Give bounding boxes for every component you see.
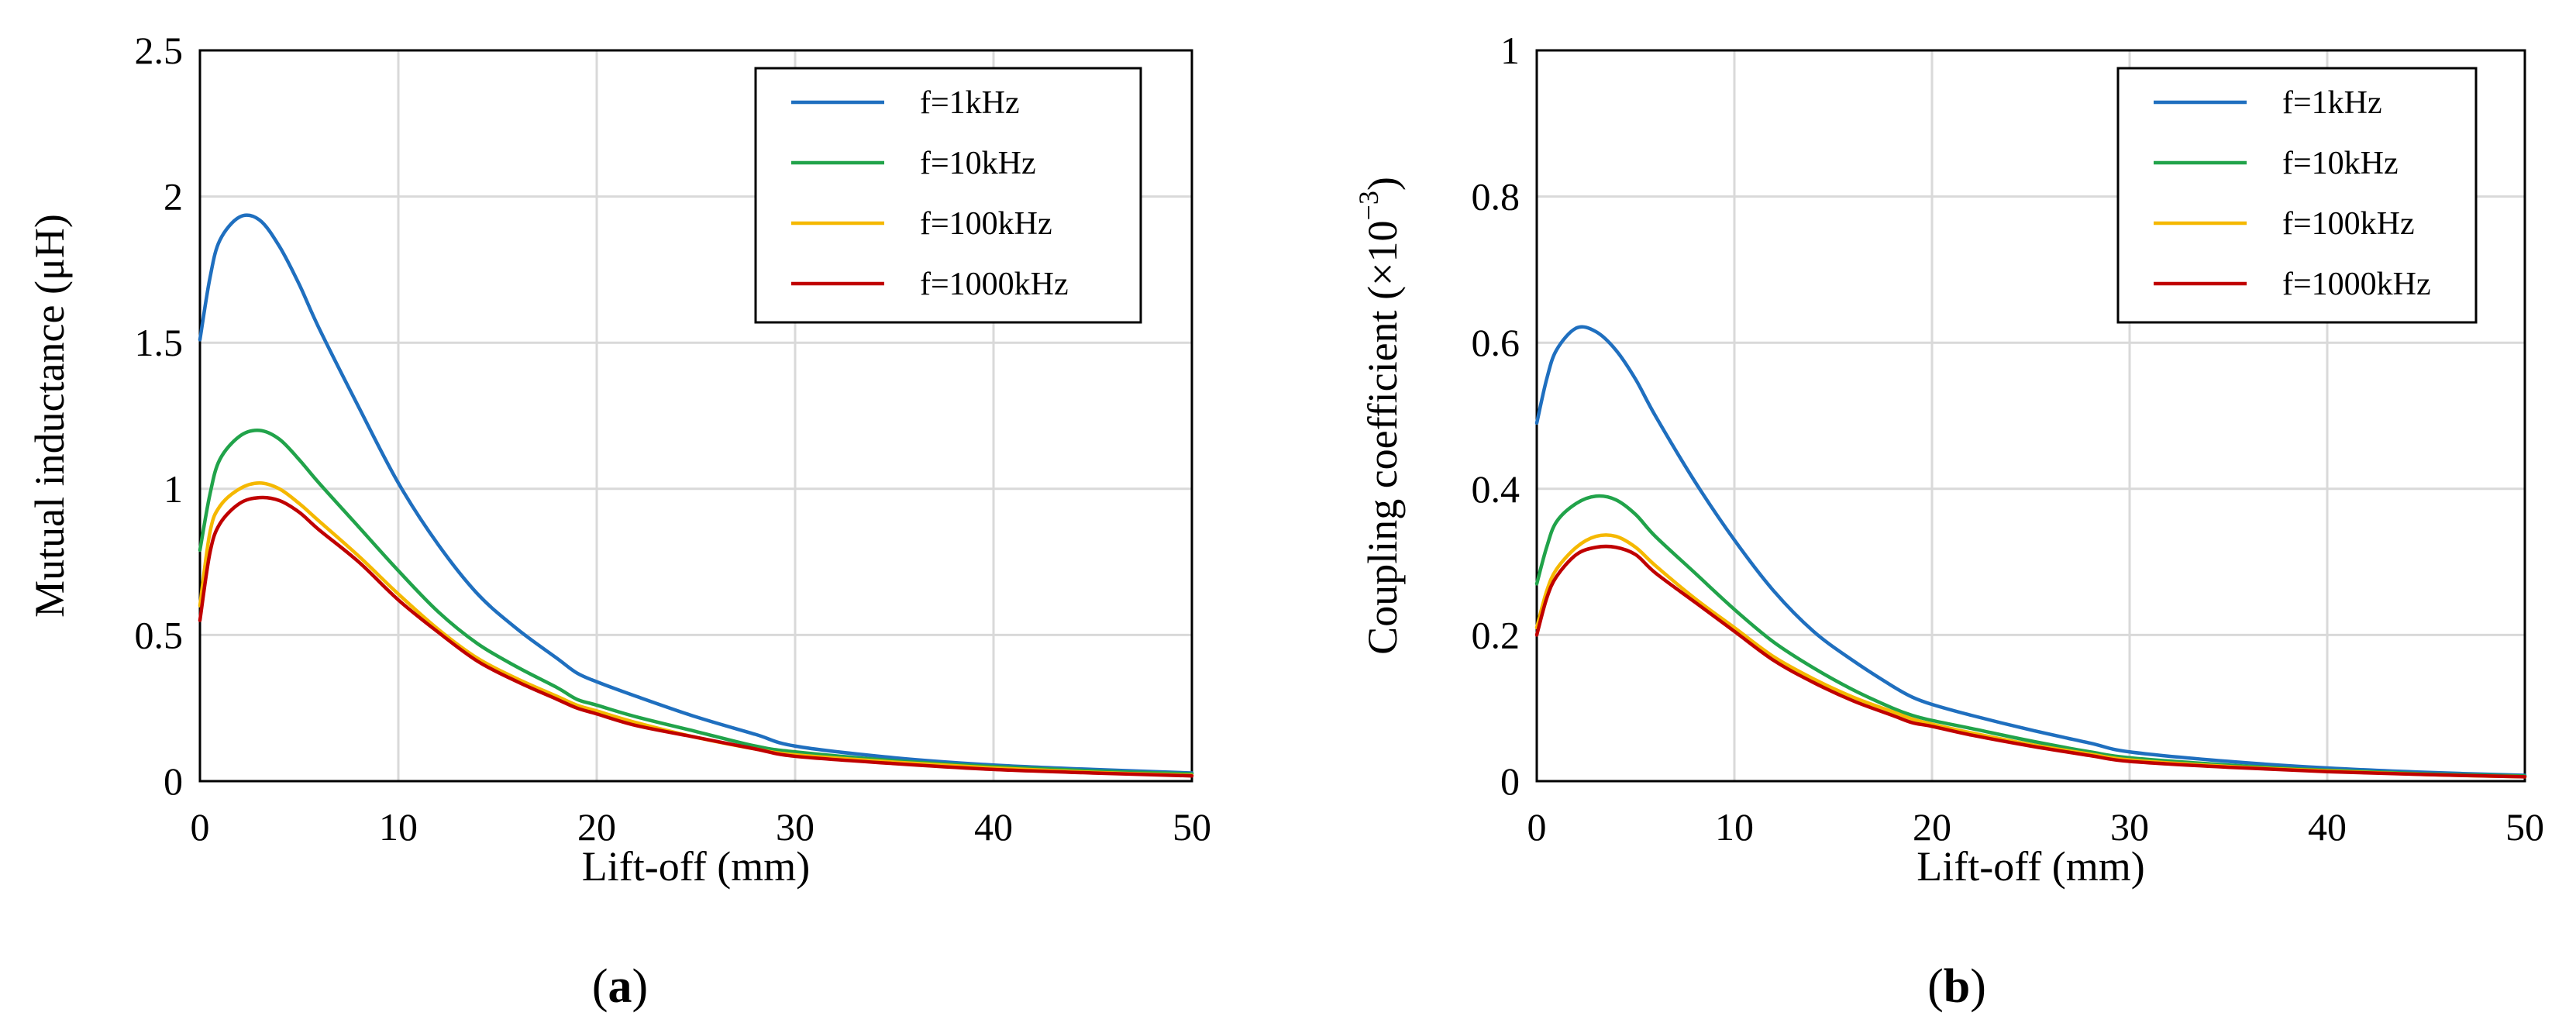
panel-label-letter: a — [608, 960, 632, 1013]
y-tick-label: 0.6 — [1472, 321, 1520, 364]
y-tick-label: 0 — [164, 759, 183, 803]
y-axis-label-exponent: −3 — [1353, 191, 1384, 220]
legend-box — [754, 67, 1142, 324]
x-tick-label: 50 — [1173, 805, 1211, 849]
y-axis-label: Coupling coefficient (×10−3) — [1353, 177, 1406, 655]
y-tick-label: 1 — [164, 467, 183, 511]
legend-label: f=10kHz — [920, 146, 1036, 181]
x-tick-label: 40 — [2308, 805, 2347, 849]
y-tick-label: 0.8 — [1472, 175, 1520, 219]
x-axis-label: Lift-off (mm) — [582, 843, 810, 890]
panel-label-letter: b — [1944, 960, 1970, 1013]
legend-label: f=10kHz — [2282, 146, 2399, 181]
legend: f=1kHz f=10kHz f=100kHz f=1000kHz — [2116, 67, 2478, 324]
x-tick-label: 10 — [379, 805, 418, 849]
series-line-f-1khz — [1534, 325, 2527, 777]
y-axis-label: Mutual inductance (μH) — [26, 214, 73, 618]
y-axis-label-text: Mutual inductance (μH) — [26, 214, 73, 618]
panel-label-open: ( — [592, 960, 608, 1013]
x-tick-label: 50 — [2505, 805, 2544, 849]
legend-label: f=100kHz — [2282, 206, 2415, 242]
y-tick-label: 2 — [164, 175, 183, 219]
x-tick-label: 20 — [1913, 805, 1951, 849]
legend-label: f=100kHz — [920, 206, 1052, 242]
panel-label: (b) — [1927, 960, 1986, 1013]
y-tick-label: 1 — [1500, 29, 1520, 72]
legend-label: f=1000kHz — [920, 267, 1069, 302]
plot-border — [198, 49, 1193, 783]
series-line-f-1000khz — [1534, 544, 2527, 779]
y-tick-label: 0.5 — [135, 613, 184, 656]
x-tick-label: 20 — [577, 805, 616, 849]
x-tick-label: 30 — [2110, 805, 2149, 849]
y-tick-label: 1.5 — [135, 321, 184, 364]
y-tick-label: 0.4 — [1472, 467, 1520, 511]
x-tick-label: 0 — [191, 805, 210, 849]
legend-label: f=1000kHz — [2282, 267, 2431, 302]
series-line-f-1khz — [198, 213, 1194, 775]
x-tick-label: 40 — [974, 805, 1013, 849]
legend-label: f=1kHz — [2282, 85, 2382, 121]
series-line-f-1000khz — [198, 495, 1194, 778]
panel-label-close: ) — [632, 960, 649, 1013]
y-tick-label: 0 — [1500, 759, 1520, 803]
legend: f=1kHz f=10kHz f=100kHz f=1000kHz — [754, 67, 1142, 324]
legend-label: f=1kHz — [920, 85, 1020, 121]
y-tick-label: 2.5 — [135, 29, 184, 72]
x-tick-label: 10 — [1715, 805, 1754, 849]
panel-a: 0 0.5 1 1.5 2 2.5 0 10 20 30 40 50 Lift-off (mm) Mutu… — [26, 29, 1211, 1013]
panel-label: (a) — [592, 960, 648, 1013]
x-tick-label: 30 — [776, 805, 814, 849]
y-tick-label: 0.2 — [1472, 613, 1520, 656]
y-axis-label-close: ) — [1359, 177, 1406, 191]
panel-label-close: ) — [1970, 960, 1986, 1013]
legend-box — [2116, 67, 2478, 324]
y-axis-label-text: Coupling coefficient (×10 — [1359, 220, 1406, 654]
x-tick-label: 0 — [1527, 805, 1547, 849]
panel-label-open: ( — [1927, 960, 1944, 1013]
x-axis-label: Lift-off (mm) — [1917, 843, 2144, 890]
